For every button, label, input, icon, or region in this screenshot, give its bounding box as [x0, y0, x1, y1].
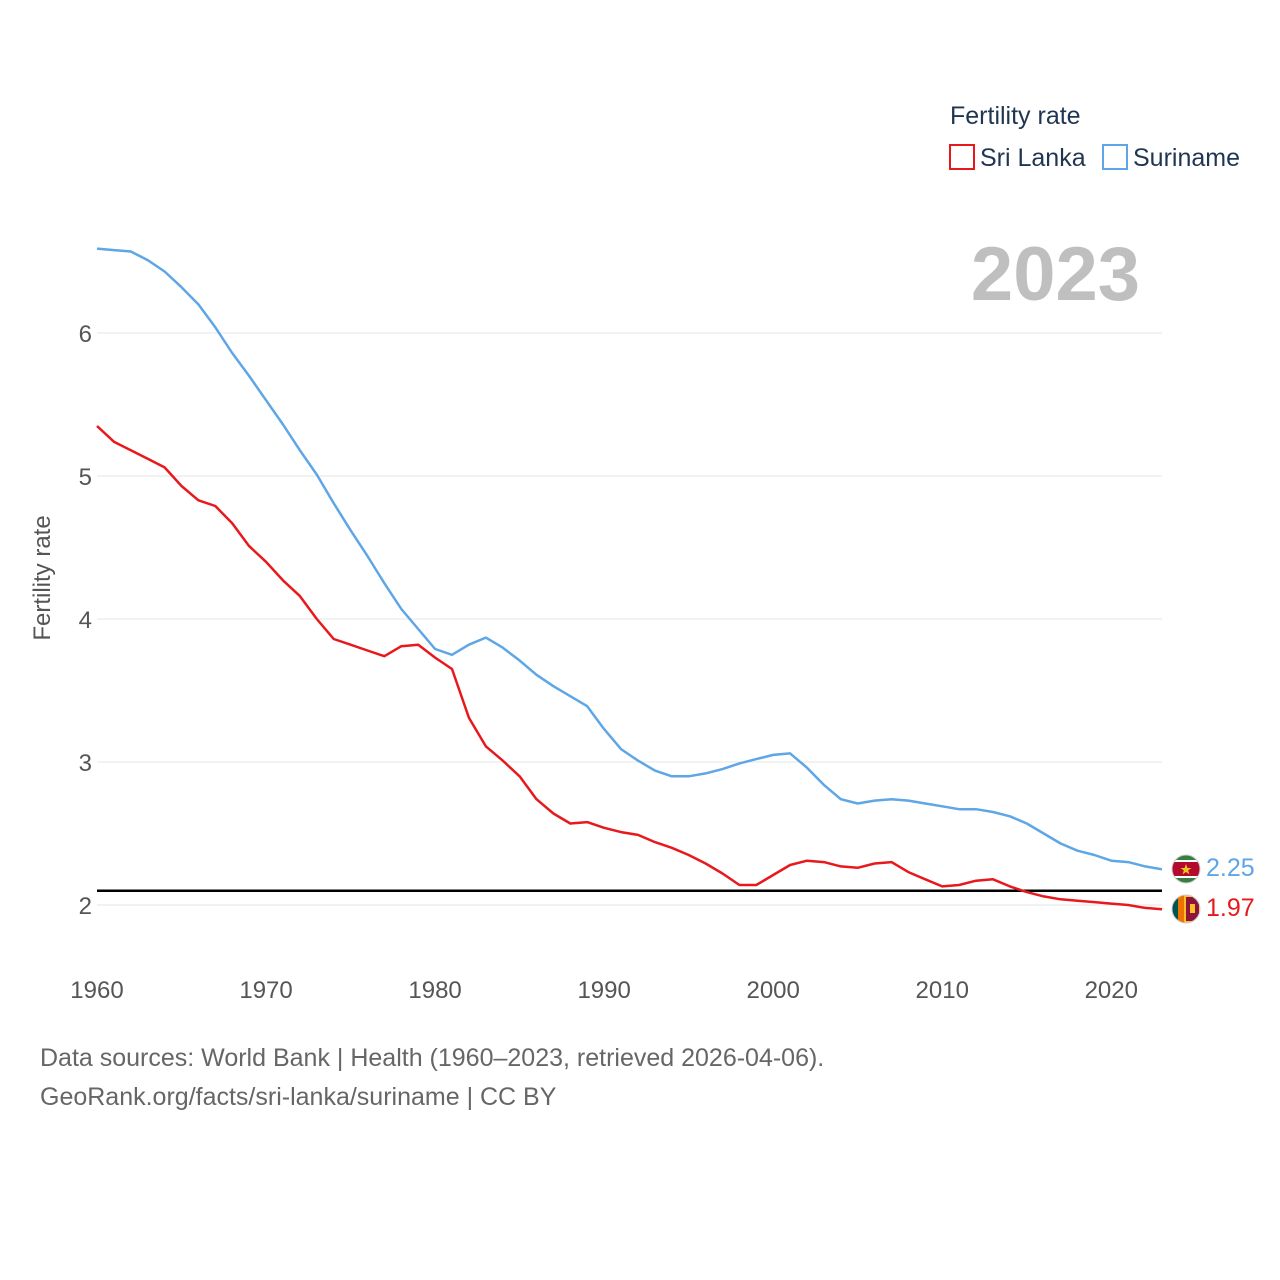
suriname-marker-ring	[1171, 854, 1201, 884]
sri-lanka-marker-ring	[1171, 894, 1201, 924]
y-axis-title: Fertility rate	[29, 515, 56, 640]
sri-lanka-end-value: 1.97	[1206, 894, 1255, 922]
y-tick-label: 6	[79, 321, 92, 348]
x-tick-label: 2000	[746, 977, 799, 1004]
legend-label-sri-lanka[interactable]: Sri Lanka	[980, 144, 1086, 172]
suriname-end-value: 2.25	[1206, 854, 1255, 882]
legend-swatch-suriname[interactable]	[1102, 144, 1128, 170]
highlight-year: 2023	[971, 232, 1140, 317]
x-axis-ticks: 1960 1970 1980 1990 2000 2010 2020	[70, 977, 1138, 1004]
x-tick-label: 2020	[1085, 977, 1138, 1004]
footer-sources: Data sources: World Bank | Health (1960–…	[40, 1044, 825, 1072]
y-tick-label: 4	[79, 607, 92, 634]
y-axis-ticks: 2 3 4 5 6	[79, 321, 92, 920]
grid	[97, 332, 1162, 906]
x-tick-label: 1980	[408, 977, 461, 1004]
y-tick-label: 5	[79, 464, 92, 491]
x-tick-label: 1990	[577, 977, 630, 1004]
y-tick-label: 2	[79, 893, 92, 920]
legend-swatch-sri-lanka[interactable]	[949, 144, 975, 170]
suriname-flag-icon	[1172, 855, 1200, 883]
sri-lanka-flag-icon	[1172, 895, 1200, 923]
legend-label-suriname[interactable]: Suriname	[1133, 144, 1240, 172]
y-tick-label: 3	[79, 750, 92, 777]
series-line-suriname[interactable]	[96, 247, 1163, 871]
footer-attribution[interactable]: GeoRank.org/facts/sri-lanka/suriname | C…	[40, 1083, 557, 1111]
legend[interactable]: Fertility rate Sri Lanka Suriname	[949, 102, 1240, 172]
series-line-sri-lanka[interactable]	[96, 425, 1163, 911]
series-lines	[96, 247, 1163, 911]
x-tick-label: 1960	[70, 977, 123, 1004]
x-tick-label: 1970	[239, 977, 292, 1004]
legend-title: Fertility rate	[950, 102, 1081, 130]
x-tick-label: 2010	[916, 977, 969, 1004]
